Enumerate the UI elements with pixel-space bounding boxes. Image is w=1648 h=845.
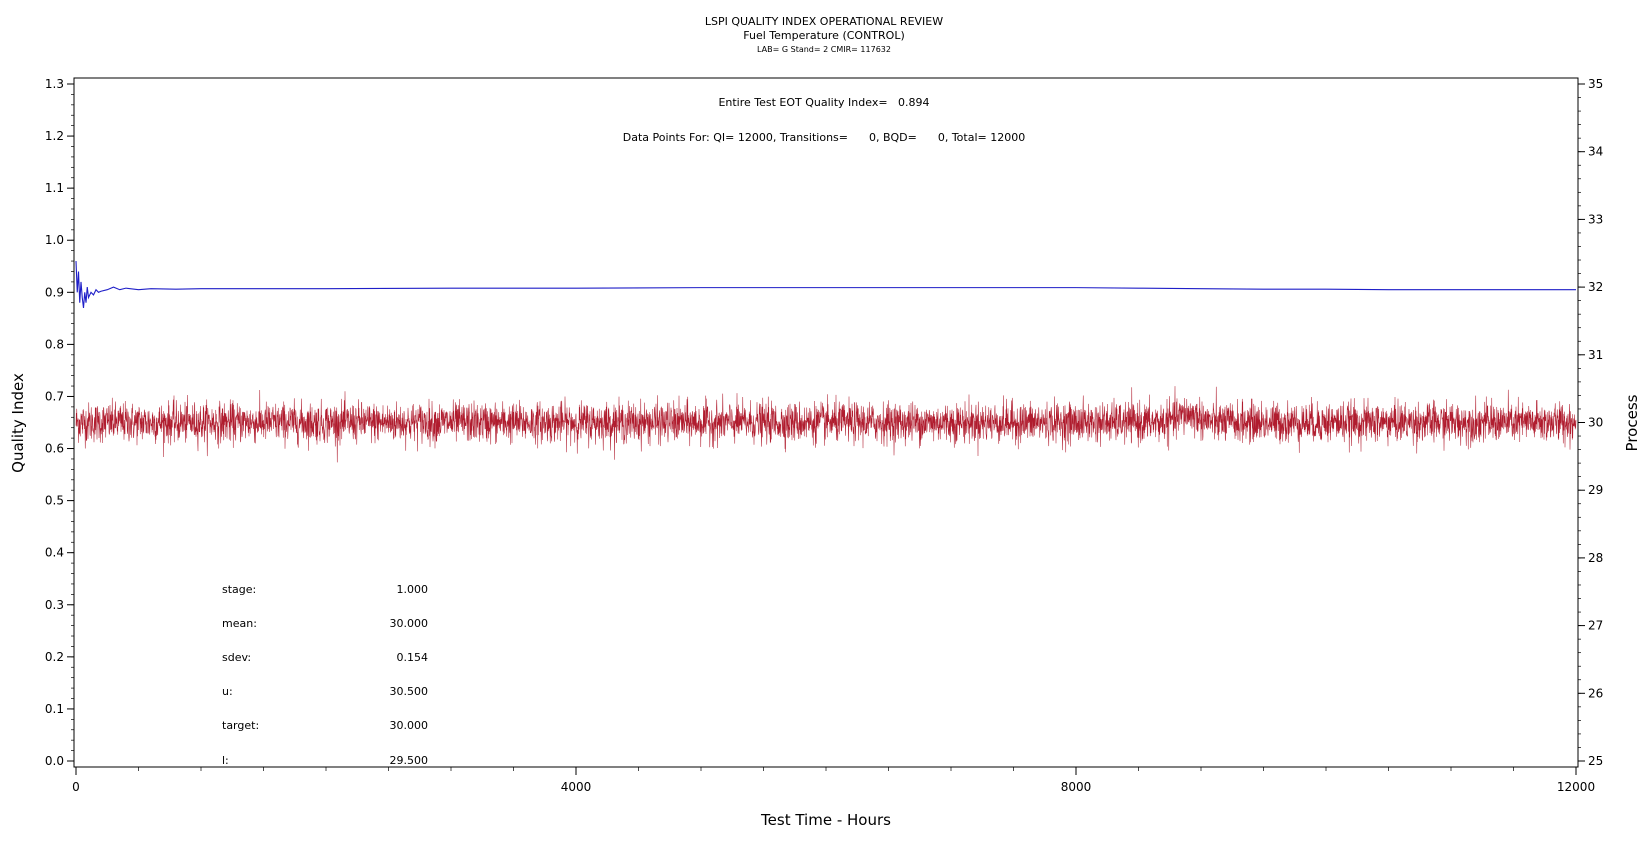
svg-text:1.000: 1.000 (397, 583, 429, 596)
y2-tick-label: 33 (1588, 212, 1603, 226)
y-tick-label: 0.1 (45, 702, 64, 716)
y-tick-label: 0.6 (45, 442, 64, 456)
y-tick-label: 0.0 (45, 754, 64, 768)
y2-tick-label: 31 (1588, 348, 1603, 362)
chart-title: LSPI QUALITY INDEX OPERATIONAL REVIEW (705, 15, 943, 28)
svg-text:sdev:: sdev: (222, 651, 251, 664)
y2-tick-label: 29 (1588, 483, 1603, 497)
y-tick-label: 1.3 (45, 77, 64, 91)
svg-text:30.500: 30.500 (390, 685, 429, 698)
y2-tick-label: 35 (1588, 77, 1603, 91)
stats-label-0: stage: (222, 583, 256, 596)
y2-tick-label: 34 (1588, 145, 1603, 159)
chart-subtitle: Fuel Temperature (CONTROL) (743, 29, 905, 42)
stats-label-4: target: (222, 719, 259, 732)
y2-tick-label: 26 (1588, 686, 1603, 700)
x-tick-label: 0 (72, 780, 80, 794)
y2-tick-label: 27 (1588, 619, 1603, 633)
y-tick-label: 0.5 (45, 494, 64, 508)
svg-text:u:: u: (222, 685, 233, 698)
y-tick-label: 0.3 (45, 598, 64, 612)
chart-subtitle-2: LAB= G Stand= 2 CMIR= 117632 (757, 45, 891, 54)
svg-text:mean:: mean: (222, 617, 257, 630)
stats-label-5: l: (222, 754, 229, 767)
x-tick-label: 8000 (1061, 780, 1092, 794)
svg-text:0.154: 0.154 (397, 651, 429, 664)
stats-value-2: 0.154 (397, 651, 429, 664)
y-tick-label: 0.7 (45, 389, 64, 403)
stats-value-5: 29.500 (390, 754, 429, 767)
series-layer (75, 261, 1577, 463)
series-quality-index (75, 261, 1576, 308)
y-tick-label: 0.9 (45, 285, 64, 299)
svg-text:29.500: 29.500 (390, 754, 429, 767)
stats-value-0: 1.000 (397, 583, 429, 596)
svg-text:target:: target: (222, 719, 259, 732)
y2-axis-label: Process (1623, 394, 1641, 451)
y-tick-label: 0.2 (45, 650, 64, 664)
stats-label-1: mean: (222, 617, 257, 630)
y2-tick-label: 28 (1588, 551, 1603, 565)
y-tick-label: 1.1 (45, 181, 64, 195)
series-process (75, 386, 1577, 463)
y-tick-label: 0.4 (45, 546, 64, 560)
x-tick-label: 12000 (1557, 780, 1595, 794)
y2-tick-label: 25 (1588, 754, 1603, 768)
y-tick-label: 1.2 (45, 129, 64, 143)
ticks-layer: 0.0 0.1 0.2 0.3 0.4 0.5 0.6 0.7 0.8 0.9 1.0 1.1 1.2 1… (45, 77, 1603, 794)
y2-tick-label: 30 (1588, 416, 1603, 430)
svg-text:stage:: stage: (222, 583, 256, 596)
y2-tick-label: 32 (1588, 280, 1603, 294)
svg-text:30.000: 30.000 (390, 617, 429, 630)
stats-value-1: 30.000 (390, 617, 429, 630)
x-axis-label: Test Time - Hours (760, 811, 891, 829)
y-axis-label: Quality Index (9, 373, 27, 473)
svg-text:30.000: 30.000 (390, 719, 429, 732)
stats-value-3: 30.500 (390, 685, 429, 698)
stats-label-2: sdev: (222, 651, 251, 664)
data-points-annotation: Data Points For: QI= 12000, Transitions=… (623, 131, 1025, 144)
y-tick-label: 0.8 (45, 337, 64, 351)
stats-value-4: 30.000 (390, 719, 429, 732)
stats-label-3: u: (222, 685, 233, 698)
y-tick-label: 1.0 (45, 233, 64, 247)
quality-index-annotation: Entire Test EOT Quality Index= 0.894 (718, 96, 929, 109)
x-tick-label: 4000 (561, 780, 592, 794)
svg-text:l:: l: (222, 754, 229, 767)
